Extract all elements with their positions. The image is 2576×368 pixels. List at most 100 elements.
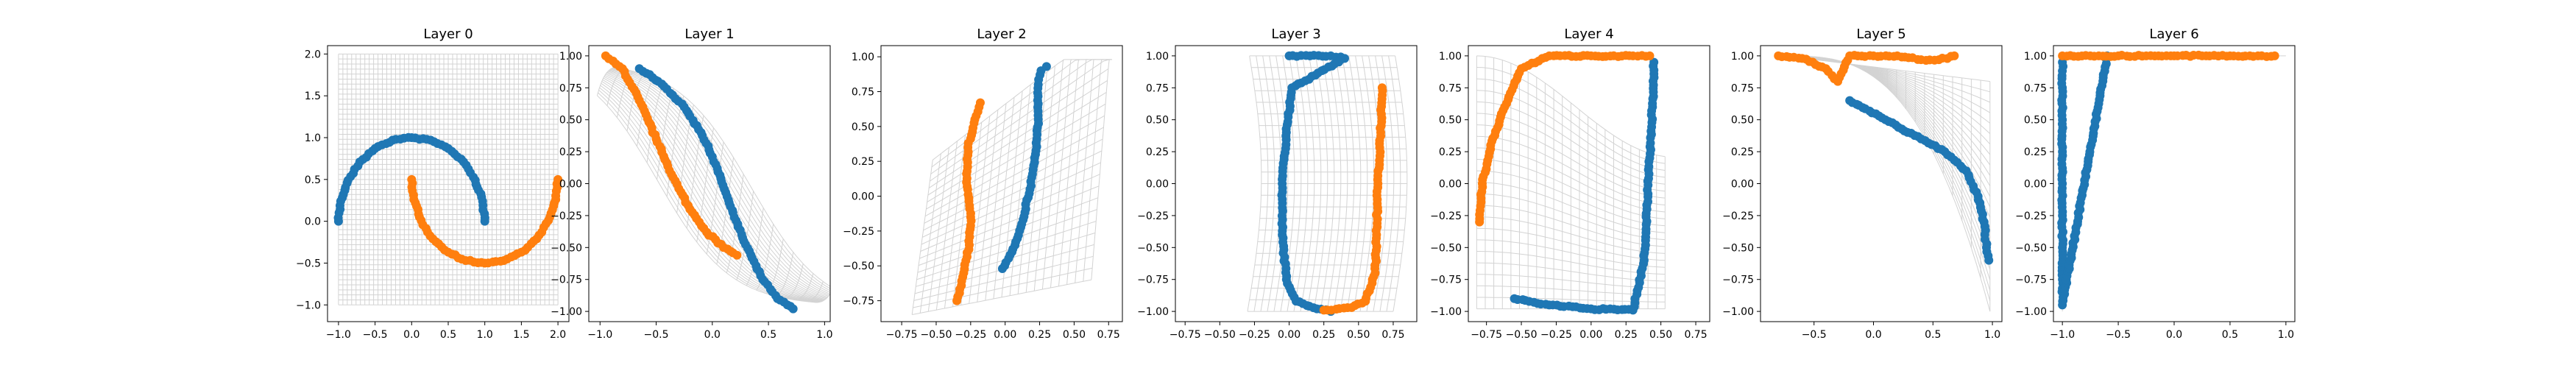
x-tick-label: 0.00 bbox=[1278, 329, 1301, 341]
chart-title: Layer 6 bbox=[2149, 26, 2198, 42]
chart-panel-2: Layer 2−0.75 −0.50 −0.25 0.00 0.25 0.50 0.75−0… bbox=[843, 26, 1123, 341]
mesh-line bbox=[1476, 170, 1666, 227]
y-tick-label: 0.0 bbox=[305, 216, 321, 228]
mesh-line bbox=[932, 59, 1112, 160]
y-tick-label: −0.50 bbox=[1137, 242, 1169, 254]
y-tick-label: 0.00 bbox=[852, 191, 874, 203]
y-tick-label: 0.25 bbox=[559, 146, 582, 158]
x-tick-label: 1.0 bbox=[2278, 329, 2294, 341]
x-tick-label: 0.00 bbox=[994, 329, 1016, 341]
mesh-line bbox=[1333, 55, 1348, 312]
y-tick-label: −0.50 bbox=[2015, 242, 2047, 254]
mesh-line bbox=[1476, 147, 1666, 213]
mesh-line bbox=[1340, 55, 1355, 312]
x-tick-label: −0.5 bbox=[2106, 329, 2131, 341]
plot-area bbox=[1475, 51, 1666, 315]
x-tick-label: 0.75 bbox=[1684, 329, 1707, 341]
y-tick-label: −0.25 bbox=[2015, 210, 2047, 222]
x-tick-label: −0.75 bbox=[1471, 329, 1502, 341]
data-point bbox=[1950, 51, 1959, 60]
y-tick-label: 0.25 bbox=[1439, 146, 1462, 158]
x-tick-label: 0.50 bbox=[1063, 329, 1086, 341]
series-1 bbox=[1319, 83, 1387, 315]
mesh-line bbox=[1784, 55, 1991, 218]
mesh-line bbox=[605, 74, 825, 300]
mesh-line bbox=[1050, 59, 1072, 288]
axes-frame bbox=[2053, 45, 2296, 322]
mesh-line bbox=[1476, 159, 1666, 219]
series-0 bbox=[1845, 96, 1994, 265]
y-tick-label: 0.75 bbox=[1439, 82, 1462, 94]
x-tick-label: −0.50 bbox=[1204, 329, 1236, 341]
mesh-line bbox=[924, 127, 1104, 224]
mesh-line bbox=[815, 293, 830, 303]
mesh-line bbox=[786, 263, 804, 300]
mesh-line bbox=[1326, 55, 1342, 312]
mesh-line bbox=[1058, 59, 1080, 286]
mesh-line bbox=[1784, 55, 1991, 302]
mesh-line bbox=[756, 224, 774, 291]
y-tick-label: −1.00 bbox=[551, 306, 582, 318]
mesh-line bbox=[1476, 182, 1666, 233]
axes-frame bbox=[1760, 45, 2003, 322]
chart-panel-3: Layer 3−0.75 −0.50 −0.25 0.00 0.25 0.50 0.75−1… bbox=[1137, 26, 1418, 341]
x-tick-label: −0.50 bbox=[1506, 329, 1538, 341]
mesh-line bbox=[927, 79, 1108, 196]
y-tick-label: 0.25 bbox=[1146, 146, 1169, 158]
x-tick-label: 0.5 bbox=[2222, 329, 2238, 341]
x-tick-label: 0.0 bbox=[403, 329, 420, 341]
data-point bbox=[788, 304, 798, 314]
data-point bbox=[952, 296, 962, 305]
y-tick-label: −0.50 bbox=[551, 242, 582, 254]
grid-mesh bbox=[1784, 55, 1991, 312]
y-tick-label: −0.50 bbox=[1722, 242, 1754, 254]
y-tick-label: −1.00 bbox=[1430, 306, 1462, 318]
x-tick-label: 0.0 bbox=[704, 329, 721, 341]
mesh-line bbox=[1091, 59, 1112, 280]
x-tick-label: 0.25 bbox=[1312, 329, 1335, 341]
mesh-line bbox=[1393, 55, 1408, 312]
mesh-line bbox=[1476, 67, 1666, 164]
x-tick-label: −0.25 bbox=[955, 329, 986, 341]
x-tick-label: −0.25 bbox=[1540, 329, 1572, 341]
x-tick-label: −0.5 bbox=[1802, 329, 1827, 341]
y-tick-label: −1.00 bbox=[2015, 306, 2047, 318]
series-1 bbox=[2058, 50, 2279, 61]
data-point bbox=[732, 250, 742, 260]
y-tick-label: 0.00 bbox=[1731, 179, 1754, 191]
y-tick-label: −0.25 bbox=[1137, 210, 1169, 222]
data-point bbox=[1645, 51, 1655, 60]
y-tick-label: −0.75 bbox=[1137, 275, 1169, 286]
x-tick-label: 0.5 bbox=[1925, 329, 1941, 341]
chart-title: Layer 2 bbox=[977, 26, 1026, 42]
y-tick-label: −0.25 bbox=[1430, 210, 1462, 222]
mesh-line bbox=[598, 90, 818, 303]
y-tick-label: 0.50 bbox=[2024, 115, 2047, 127]
y-tick-label: 0.00 bbox=[2024, 179, 2047, 191]
chart-title: Layer 4 bbox=[1564, 26, 1613, 42]
series-0 bbox=[1277, 51, 1349, 316]
y-tick-label: 1.00 bbox=[852, 52, 874, 63]
mesh-line bbox=[923, 138, 1103, 231]
mesh-line bbox=[927, 91, 1107, 203]
grid-mesh bbox=[911, 59, 1112, 315]
mesh-line bbox=[1784, 55, 1991, 312]
mesh-line bbox=[924, 115, 1105, 217]
y-tick-label: 0.00 bbox=[559, 179, 582, 191]
mesh-line bbox=[1379, 55, 1395, 312]
y-tick-label: 1.00 bbox=[2024, 51, 2047, 63]
chart-panel-5: Layer 5 −0.5 0.0 0.5 1.0 −1.00 −0.75 −0.50 −0.25… bbox=[1722, 26, 2003, 341]
y-tick-label: −0.25 bbox=[551, 210, 582, 222]
y-tick-label: −0.75 bbox=[2015, 275, 2047, 286]
mesh-line bbox=[726, 174, 744, 274]
mesh-line bbox=[930, 59, 1110, 182]
x-tick-label: −1.0 bbox=[587, 329, 612, 341]
mesh-line bbox=[930, 59, 1111, 174]
mesh-line bbox=[1066, 59, 1088, 285]
y-tick-label: −0.25 bbox=[843, 226, 874, 238]
series-1 bbox=[952, 98, 985, 305]
mesh-line bbox=[1247, 55, 1262, 312]
y-tick-label: 0.00 bbox=[1439, 179, 1462, 191]
y-tick-label: 0.25 bbox=[1731, 146, 1754, 158]
